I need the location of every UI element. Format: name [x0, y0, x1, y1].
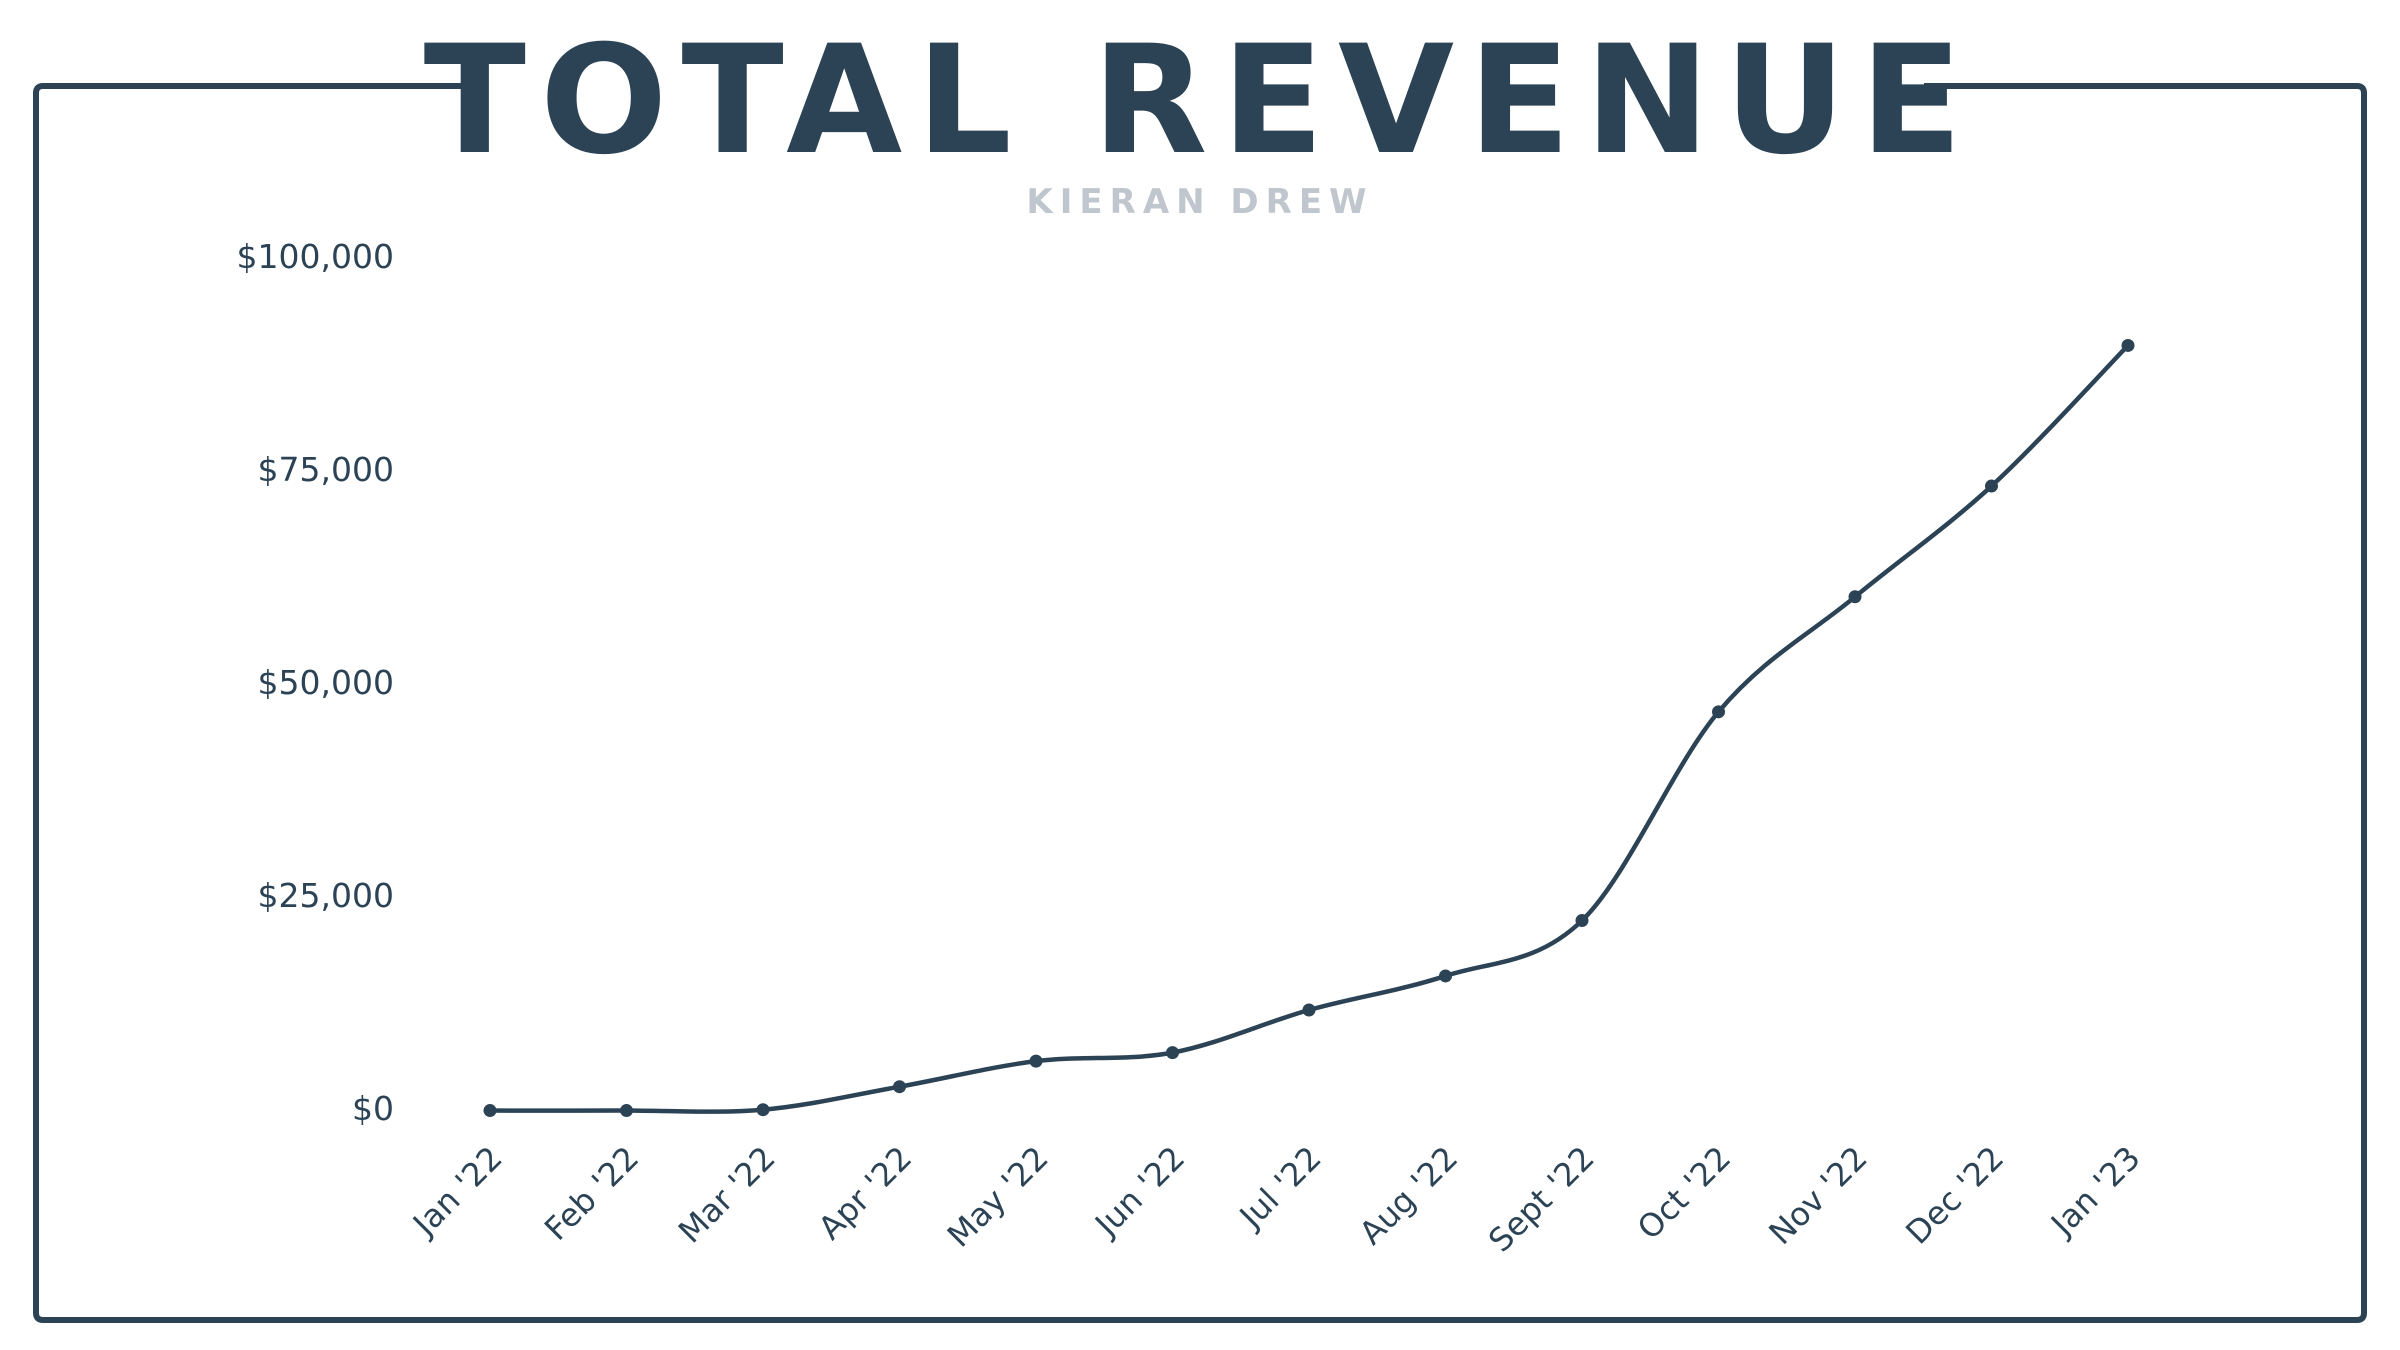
y-tick-label: $100,000 [237, 237, 394, 276]
data-point [1302, 1003, 1316, 1017]
y-axis: $100,000 $75,000 $50,000 $25,000 $0 [237, 237, 394, 1128]
x-tick-label: Feb '22 [537, 1139, 646, 1248]
y-tick-label: $75,000 [258, 450, 394, 489]
data-point [2121, 338, 2135, 352]
chart-title: TOTAL REVENUE [424, 14, 1977, 188]
data-point [1029, 1054, 1043, 1068]
x-tick-label: Jan '22 [404, 1139, 509, 1244]
data-point [620, 1104, 633, 1118]
chart-subtitle: KIERAN DREW [1026, 182, 1373, 222]
y-tick-label: $50,000 [258, 663, 394, 702]
x-axis: Jan '22 Feb '22 Mar '22 Apr '22 May '22 Jun '… [404, 1139, 2147, 1260]
x-tick-label: Dec '22 [1898, 1139, 2011, 1252]
x-tick-label: Mar '22 [671, 1139, 783, 1251]
data-point [893, 1080, 906, 1094]
x-tick-label: Jul '22 [1231, 1139, 1329, 1237]
x-tick-label: Aug '22 [1352, 1139, 1465, 1252]
y-tick-label: $0 [352, 1089, 394, 1128]
data-point [483, 1104, 497, 1118]
y-tick-label: $25,000 [258, 876, 394, 915]
x-tick-label: Apr '22 [811, 1139, 919, 1247]
data-point [1985, 479, 1998, 493]
x-tick-label: Jun '22 [1086, 1139, 1192, 1245]
chart-frame [33, 83, 2367, 1323]
series-line [487, 343, 2131, 1114]
x-tick-label: Jan '23 [2042, 1139, 2147, 1244]
data-point [1712, 705, 1725, 719]
x-tick-label: Nov '22 [1761, 1139, 1874, 1252]
x-tick-label: Oct '22 [1630, 1139, 1738, 1247]
x-tick-label: May '22 [940, 1139, 1056, 1255]
data-point [1848, 590, 1862, 604]
data-point [1166, 1046, 1179, 1060]
data-point [1575, 914, 1589, 928]
data-point [1439, 969, 1452, 983]
data-point [756, 1103, 770, 1117]
x-tick-label: Sept '22 [1481, 1139, 1602, 1260]
series-layer [483, 338, 2135, 1118]
